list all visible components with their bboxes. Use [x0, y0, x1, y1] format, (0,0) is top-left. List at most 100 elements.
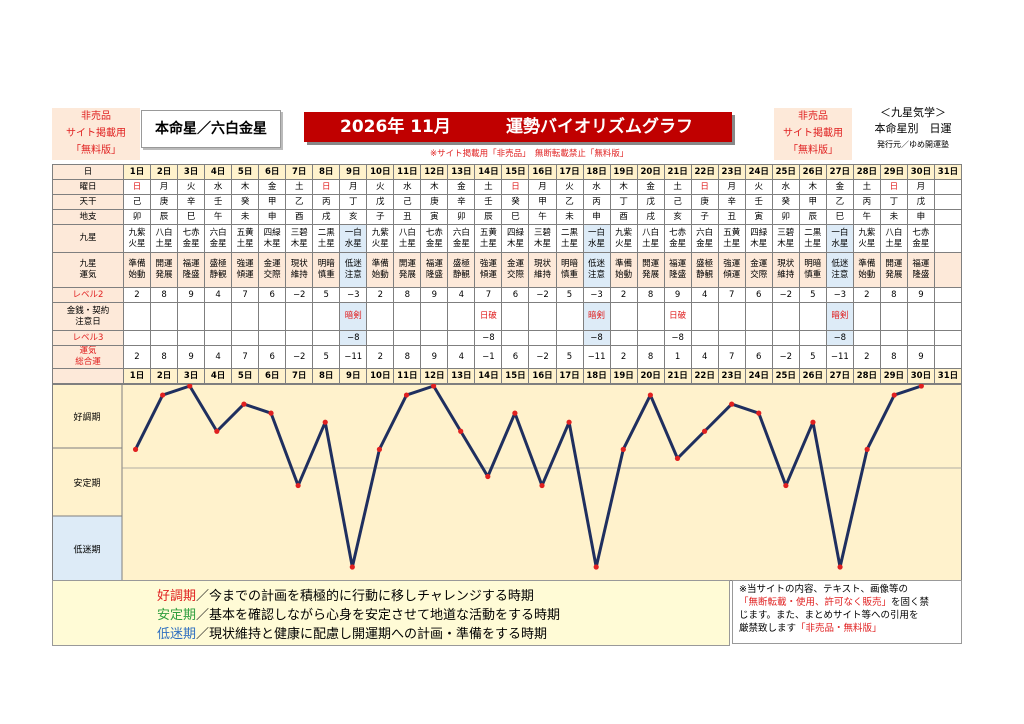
- band-label-bg: [52, 384, 123, 449]
- legend-stable: 安定期／基本を確認しながら心身を安定させて地道な活動をする時期: [157, 604, 560, 623]
- row-label-chishi: 地支: [52, 209, 124, 225]
- level2-cell: 8: [636, 287, 665, 303]
- level2-cell: 4: [447, 287, 476, 303]
- level3-cell: [501, 330, 530, 346]
- money-cell: 暗剣: [582, 302, 611, 331]
- days-cell: 7日: [285, 164, 314, 180]
- kyusei-cell: 四緑 木星: [744, 224, 773, 253]
- row-label-level2: レベル2: [52, 287, 124, 303]
- kyusei-cell: 八白 土星: [393, 224, 422, 253]
- total-cell: 2: [122, 345, 152, 369]
- unki-cell: 準備 始動: [366, 252, 395, 288]
- kyusei-cell: 八白 土星: [636, 224, 665, 253]
- weekdays-cell: 月: [906, 179, 935, 195]
- money-cell: [555, 302, 584, 331]
- money-cell: 暗剣: [339, 302, 368, 331]
- days-cell: 29日: [879, 368, 908, 384]
- label-line: 曜日: [79, 181, 97, 192]
- weekdays-cell: 月: [717, 179, 746, 195]
- level3-cell: [177, 330, 206, 346]
- money-cell: [906, 302, 935, 331]
- tenkan-cell: 戊: [366, 194, 395, 210]
- legend-good-text: ／今までの計画を積極的に行動に移しチャレンジする時期: [196, 589, 534, 604]
- tenkan-cell: [933, 194, 963, 210]
- days-cell: 20日: [636, 368, 665, 384]
- money-cell: [501, 302, 530, 331]
- days-cell: 21日: [663, 164, 692, 180]
- tenkan-cell: 戊: [636, 194, 665, 210]
- days-cell: 22日: [690, 368, 719, 384]
- days-cell: 17日: [555, 164, 584, 180]
- total-cell: 4: [690, 345, 719, 369]
- row-label-weekday: 曜日: [52, 179, 124, 195]
- data-point: [431, 384, 437, 389]
- money-cell: [285, 302, 314, 331]
- total-cell: 5: [798, 345, 827, 369]
- chishi-cell: 酉: [285, 209, 314, 225]
- band-label: 低迷期: [73, 544, 100, 556]
- chishi-cell: 寅: [744, 209, 773, 225]
- level2-cell: 7: [231, 287, 260, 303]
- data-point: [241, 401, 247, 407]
- label-line: 運気: [79, 346, 97, 357]
- tenkan-cell: 辛: [177, 194, 206, 210]
- level2-cell: 9: [906, 287, 935, 303]
- unki-cell: 強運 傾運: [474, 252, 503, 288]
- level3-cell: [609, 330, 638, 346]
- total-cell: 4: [447, 345, 476, 369]
- level2-cell: 7: [474, 287, 503, 303]
- level2-cell: 8: [393, 287, 422, 303]
- band-2: [122, 516, 962, 581]
- money-cell: [771, 302, 800, 331]
- total-cell: −11: [582, 345, 611, 369]
- money-cell: [204, 302, 233, 331]
- level3-cell: −8: [339, 330, 368, 346]
- tenkan-cell: 己: [663, 194, 692, 210]
- data-point: [729, 401, 735, 407]
- tenkan-cell: 壬: [744, 194, 773, 210]
- kyusei-cell: 五黄 土星: [231, 224, 260, 253]
- tenkan-cell: 乙: [285, 194, 314, 210]
- label-line: 注意日: [75, 316, 101, 327]
- days-cell: 12日: [420, 368, 449, 384]
- data-point: [187, 384, 193, 389]
- level2-cell: [933, 287, 963, 303]
- copy-line-4-red: 「非売品・無料版」: [796, 623, 882, 634]
- total-cell: 7: [231, 345, 260, 369]
- days-cell: 19日: [609, 368, 638, 384]
- legend-low-text: ／現状維持と健康に配慮し開運期への計画・準備をする時期: [196, 627, 548, 642]
- chishi-cell: 戌: [636, 209, 665, 225]
- total-cell: −11: [825, 345, 854, 369]
- days-cell: 20日: [636, 164, 665, 180]
- kyusei-cell: 一白 水星: [339, 224, 368, 253]
- tenkan-cell: 己: [393, 194, 422, 210]
- days-cell: 23日: [717, 368, 746, 384]
- level2-cell: 9: [177, 287, 206, 303]
- kyusei-cell: 八白 土星: [879, 224, 908, 253]
- money-cell: [798, 302, 827, 331]
- chishi-cell: 酉: [609, 209, 638, 225]
- data-point: [539, 482, 545, 489]
- data-point: [403, 392, 410, 398]
- chishi-cell: 子: [690, 209, 719, 225]
- days-cell: 10日: [366, 164, 395, 180]
- unki-cell: 開運 発展: [150, 252, 179, 288]
- weekdays-cell: 火: [177, 179, 206, 195]
- days-cell: 25日: [771, 368, 800, 384]
- kyusei-cell: 一白 水星: [582, 224, 611, 253]
- chishi-cell: 未: [879, 209, 908, 225]
- level3-cell: [122, 330, 152, 346]
- legend-good: 好調期／今までの計画を積極的に行動に移しチャレンジする時期: [157, 585, 534, 604]
- unki-cell: 金運 交際: [258, 252, 287, 288]
- total-cell: 8: [150, 345, 179, 369]
- kyusei-cell: 六白 金星: [447, 224, 476, 253]
- row-label-tenkan: 天干: [52, 194, 124, 210]
- kyusei-cell: 五黄 土星: [717, 224, 746, 253]
- level2-cell: −2: [771, 287, 800, 303]
- unki-cell: 開運 発展: [879, 252, 908, 288]
- tenkan-cell: 庚: [420, 194, 449, 210]
- level2-cell: 2: [122, 287, 152, 303]
- total-cell: 8: [636, 345, 665, 369]
- chishi-cell: 寅: [420, 209, 449, 225]
- level3-cell: [933, 330, 963, 346]
